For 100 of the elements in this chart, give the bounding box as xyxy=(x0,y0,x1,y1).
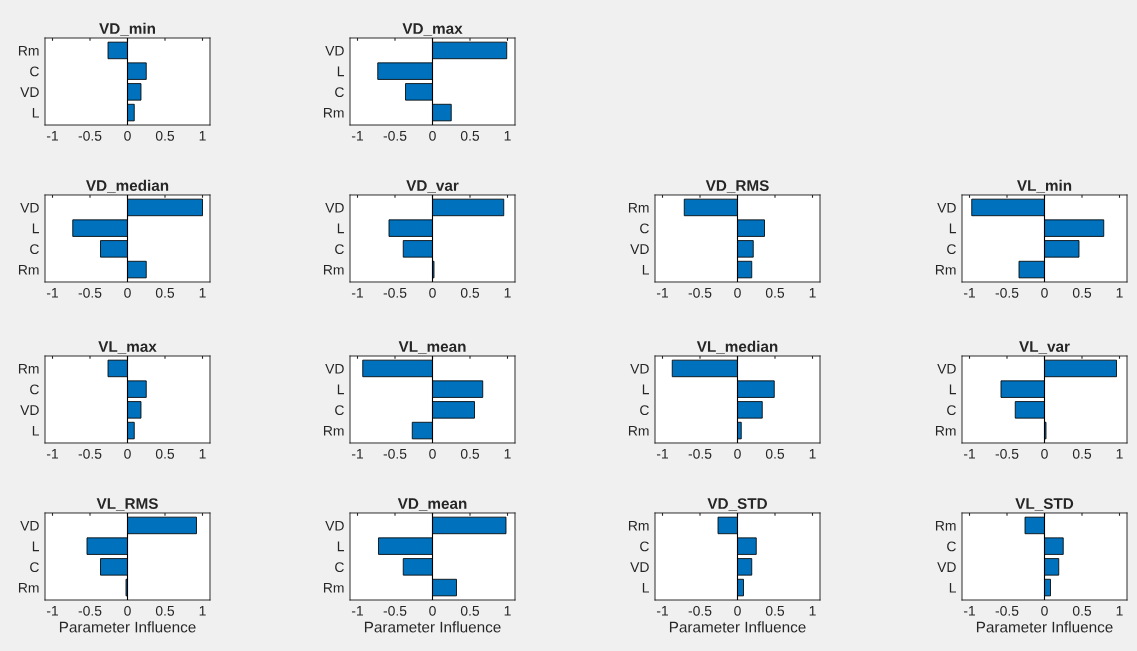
x-tick-label: -0.5 xyxy=(995,448,1019,459)
y-tick-label: VD xyxy=(20,405,39,415)
chart-title: VD_min xyxy=(99,22,155,36)
chart-title: VD_RMS xyxy=(705,180,769,193)
x-tick-label: -1 xyxy=(351,288,363,298)
x-axis-title: Parameter Influence xyxy=(976,621,1113,633)
y-tick-label: Rm xyxy=(935,426,956,436)
x-tick-label: -1 xyxy=(656,288,668,298)
x-tick-label: 0.5 xyxy=(155,287,175,298)
y-tick-label: C xyxy=(640,405,649,416)
x-tick-label: 0 xyxy=(124,130,131,141)
y-tick-label: L xyxy=(337,223,344,234)
y-tick-label: VD xyxy=(937,562,956,572)
y-tick-label: VD xyxy=(630,244,649,254)
y-tick-label: Rm xyxy=(323,265,344,275)
chart-title: VL_min xyxy=(1017,179,1072,193)
x-tick-label: 1 xyxy=(504,606,511,616)
x-tick-label: 0.5 xyxy=(460,605,480,616)
y-tick-label: L xyxy=(642,384,649,395)
y-tick-label: L xyxy=(32,541,39,552)
x-tick-label: -0.5 xyxy=(78,130,102,141)
x-tick-label: -1 xyxy=(351,606,363,616)
chart-title: VD_STD xyxy=(707,498,767,511)
x-tick-label: 0.5 xyxy=(155,448,175,459)
y-tick-label: C xyxy=(335,87,344,98)
y-tick-label: C xyxy=(30,66,39,77)
x-tick-label: -1 xyxy=(351,131,363,141)
x-tick-label: 0 xyxy=(124,605,131,616)
y-tick-label: C xyxy=(335,244,344,255)
x-tick-label: 0 xyxy=(124,448,131,459)
x-axis-title: Parameter Influence xyxy=(59,621,196,633)
x-tick-label: -0.5 xyxy=(78,287,102,298)
x-tick-label: 0.5 xyxy=(765,605,785,616)
y-tick-label: C xyxy=(947,244,956,255)
x-tick-label: 0.5 xyxy=(460,448,480,459)
y-tick-label: VD xyxy=(20,202,39,213)
y-tick-label: C xyxy=(30,562,39,573)
y-tick-label: VD xyxy=(937,363,956,374)
chart-title: VD_mean xyxy=(397,498,467,511)
y-tick-label: VD xyxy=(20,520,39,531)
y-tick-label: C xyxy=(947,405,956,416)
y-tick-label: L xyxy=(337,66,344,77)
x-tick-label: -1 xyxy=(656,449,668,459)
x-tick-label: 0 xyxy=(1041,287,1048,298)
y-tick-label: Rm xyxy=(18,45,39,56)
x-tick-label: -0.5 xyxy=(383,287,407,298)
y-tick-label: Rm xyxy=(935,265,956,275)
x-tick-label: 1 xyxy=(199,606,206,616)
y-tick-label: C xyxy=(335,562,344,573)
y-tick-label: Rm xyxy=(323,108,344,118)
x-tick-label: -1 xyxy=(46,288,58,298)
x-tick-label: -1 xyxy=(963,606,975,616)
x-tick-label: -1 xyxy=(963,288,975,298)
y-tick-label: L xyxy=(32,426,39,436)
y-tick-label: VD xyxy=(325,202,344,213)
x-tick-label: 0.5 xyxy=(155,130,175,141)
x-tick-label: -0.5 xyxy=(688,605,712,616)
y-tick-label: VD xyxy=(325,363,344,374)
x-tick-label: -0.5 xyxy=(995,605,1019,616)
x-tick-label: -0.5 xyxy=(688,287,712,298)
x-tick-label: -1 xyxy=(46,606,58,616)
chart-title: VL_mean xyxy=(398,341,466,354)
y-tick-label: Rm xyxy=(18,583,39,593)
y-tick-label: Rm xyxy=(628,202,649,213)
chart-title: VD_max xyxy=(402,23,463,36)
x-tick-label: 1 xyxy=(1116,288,1123,298)
x-tick-label: 0.5 xyxy=(765,448,785,459)
y-tick-label: L xyxy=(32,223,39,234)
x-tick-label: -1 xyxy=(351,449,363,459)
x-tick-label: 0.5 xyxy=(155,605,175,616)
x-tick-label: -0.5 xyxy=(688,448,712,459)
x-tick-label: 0 xyxy=(734,448,741,459)
chart-title: VL_STD xyxy=(1015,498,1074,511)
chart-title: VD_var xyxy=(406,180,459,193)
y-tick-label: VD xyxy=(325,520,344,531)
chart-title: VL_var xyxy=(1019,341,1070,354)
y-tick-label: Rm xyxy=(628,426,649,436)
y-tick-label: L xyxy=(949,384,956,395)
chart-title: VD_median xyxy=(86,179,169,193)
y-tick-label: L xyxy=(337,541,344,552)
x-tick-label: 0.5 xyxy=(460,287,480,298)
chart-title: VL_median xyxy=(696,340,778,354)
x-tick-label: 0 xyxy=(429,605,436,616)
x-axis-title: Parameter Influence xyxy=(364,621,501,633)
y-tick-label: C xyxy=(640,541,649,552)
x-tick-label: 0.5 xyxy=(765,287,785,298)
x-tick-label: -0.5 xyxy=(383,605,407,616)
x-tick-label: 0.5 xyxy=(1072,605,1092,616)
x-axis-title: Parameter Influence xyxy=(669,621,806,633)
x-tick-label: 1 xyxy=(1116,606,1123,616)
x-tick-label: 0 xyxy=(734,287,741,298)
y-tick-label: Rm xyxy=(323,583,344,593)
x-tick-label: -0.5 xyxy=(383,448,407,459)
x-tick-label: 1 xyxy=(199,131,206,141)
chart-title: VL_max xyxy=(98,341,157,354)
x-tick-label: 1 xyxy=(199,449,206,459)
x-tick-label: 0 xyxy=(429,130,436,141)
y-tick-label: C xyxy=(947,541,956,552)
y-tick-label: Rm xyxy=(18,265,39,275)
x-tick-label: 1 xyxy=(199,288,206,298)
